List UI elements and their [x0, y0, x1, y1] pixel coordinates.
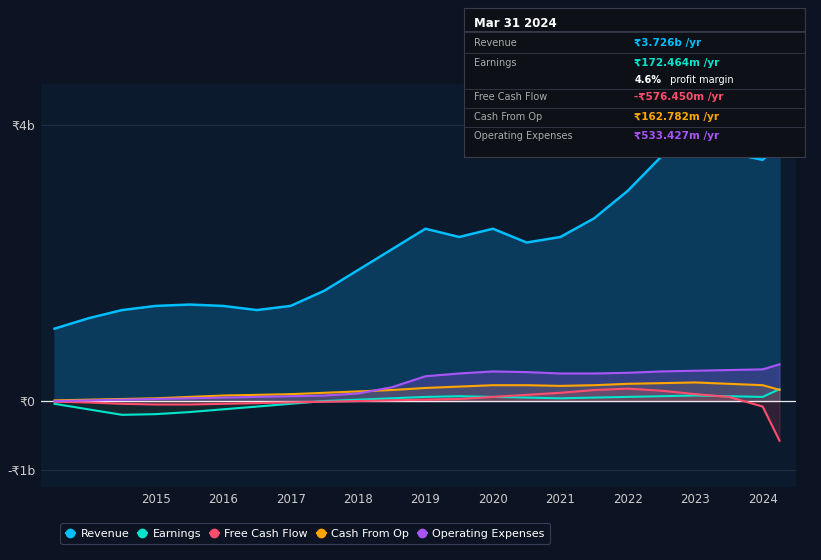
Text: Cash From Op: Cash From Op — [474, 112, 543, 122]
Text: ₹162.782m /yr: ₹162.782m /yr — [635, 112, 719, 122]
Text: ₹533.427m /yr: ₹533.427m /yr — [635, 131, 719, 141]
Text: Revenue: Revenue — [474, 38, 517, 48]
Text: Free Cash Flow: Free Cash Flow — [474, 92, 548, 102]
Text: profit margin: profit margin — [667, 74, 733, 85]
Text: Mar 31 2024: Mar 31 2024 — [474, 17, 557, 30]
Text: ₹172.464m /yr: ₹172.464m /yr — [635, 58, 719, 68]
Legend: Revenue, Earnings, Free Cash Flow, Cash From Op, Operating Expenses: Revenue, Earnings, Free Cash Flow, Cash … — [61, 523, 550, 544]
Text: ₹3.726b /yr: ₹3.726b /yr — [635, 38, 701, 48]
Text: 4.6%: 4.6% — [635, 74, 661, 85]
Text: -₹576.450m /yr: -₹576.450m /yr — [635, 92, 723, 102]
Text: Operating Expenses: Operating Expenses — [474, 131, 573, 141]
Text: Earnings: Earnings — [474, 58, 516, 68]
